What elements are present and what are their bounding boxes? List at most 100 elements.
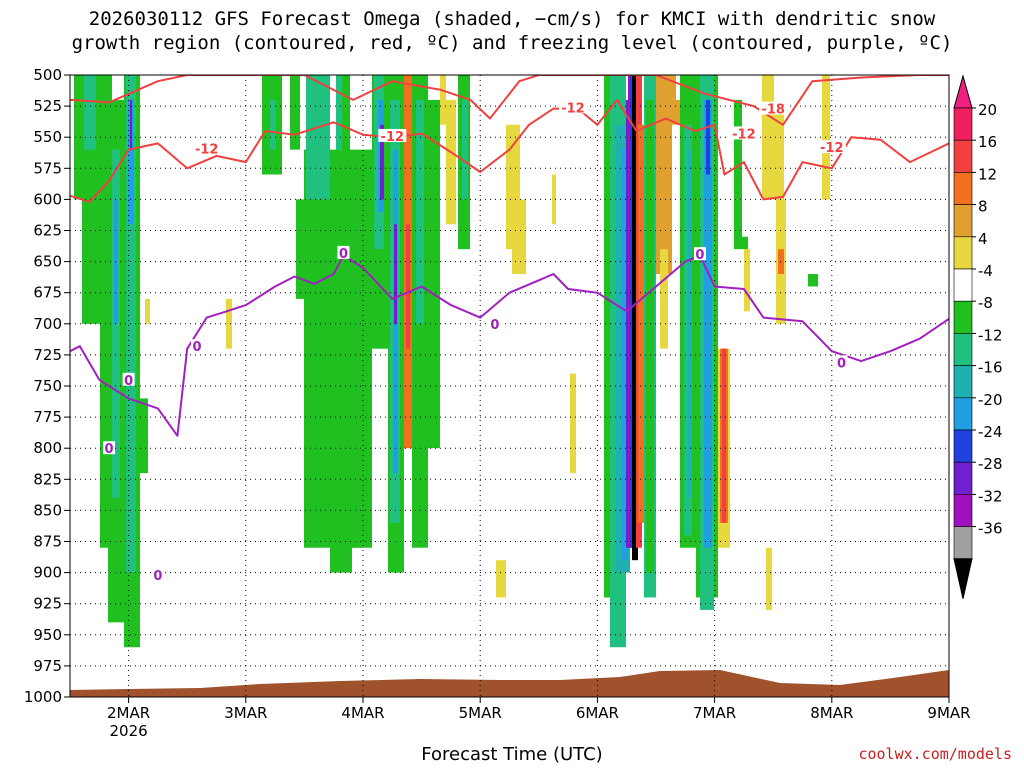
contour-minus12c: [70, 98, 949, 203]
omega-cell: [462, 99, 468, 200]
contour-label-bg: [103, 441, 116, 455]
omega-cell: [84, 75, 96, 150]
colorbar-label: -20: [978, 391, 1003, 409]
x-tick-label: 9MAR: [927, 704, 970, 722]
omega-cell: [632, 75, 638, 561]
omega-cell: [130, 99, 132, 150]
colorbar-top-arrow: [953, 74, 973, 109]
colorbar-label: -16: [978, 359, 1003, 377]
chart-title-line-1: 2026030112 GFS Forecast Omega (shaded, −…: [88, 8, 936, 30]
x-tick-year-label: 2026: [110, 722, 148, 740]
y-tick-label: 875: [33, 533, 62, 551]
contour-freezing-level: [70, 254, 949, 437]
contour-label: 0: [124, 374, 133, 389]
omega-cell: [296, 199, 304, 299]
y-tick-label: 950: [33, 626, 62, 644]
omega-cell: [290, 75, 300, 150]
contour-label-bg: [151, 568, 164, 582]
grid-lines: [70, 75, 949, 697]
x-tick-label: 4MAR: [341, 704, 384, 722]
colorbar-label: 4: [978, 230, 988, 248]
y-tick-label: 575: [33, 159, 62, 177]
y-tick-label: 600: [33, 190, 62, 208]
contour-label-bg: [337, 245, 350, 259]
y-tick-label: 650: [33, 253, 62, 271]
contour-label: -12: [732, 127, 756, 142]
colorbar-swatch: [953, 268, 973, 302]
omega-cell: [770, 112, 784, 200]
colorbar-label: 8: [978, 198, 988, 216]
y-tick-label: 825: [33, 470, 62, 488]
y-tick-label: 900: [33, 564, 62, 582]
omega-cell: [704, 99, 712, 548]
omega-cell: [342, 75, 350, 163]
colorbar-swatch: [953, 365, 973, 399]
omega-cell: [672, 99, 680, 125]
contour-label-bg: [835, 355, 848, 369]
omega-cell: [306, 75, 330, 200]
omega-cell: [778, 249, 784, 275]
omega-cell: [822, 75, 830, 200]
colorbar-swatch: [953, 526, 973, 560]
temperature-contours: -12 -12 -12 -18 -12 -12 0 0 0 0 0 0 0 0: [70, 75, 949, 584]
omega-cell: [570, 373, 576, 474]
contour-label-bg: [378, 128, 407, 142]
omega-cell: [336, 75, 346, 150]
omega-cell: [808, 274, 818, 287]
colorbar-swatch: [953, 300, 973, 334]
omega-cell: [440, 75, 446, 125]
omega-cell: [270, 99, 276, 150]
x-axis-title: Forecast Time (UTC): [421, 744, 603, 765]
colorbar-label: 20: [978, 101, 997, 119]
x-tick-label: 7MAR: [693, 704, 736, 722]
x-tick-label: 3MAR: [224, 704, 267, 722]
y-tick-label: 800: [33, 439, 62, 457]
y-tick-label: 850: [33, 501, 62, 519]
omega-cell: [74, 75, 82, 200]
omega-cell: [722, 348, 726, 523]
omega-cell: [660, 249, 668, 349]
colorbar-swatch: [953, 429, 973, 463]
contour-label: -12: [820, 141, 844, 156]
omega-cell: [734, 99, 742, 200]
colorbar-swatch: [953, 494, 973, 527]
contour-label-bg: [488, 316, 501, 330]
y-axis: 500 525 550 575 600 625 650 675 700 725 750 775 800 8…: [24, 66, 70, 706]
omega-cell: [428, 99, 440, 449]
contour-label-bg: [729, 126, 758, 140]
contour-label: -12: [195, 142, 219, 157]
omega-shading: [74, 75, 830, 648]
colorbar-label: 16: [978, 133, 997, 151]
contour-label-bg: [817, 140, 846, 154]
omega-cell: [706, 99, 710, 175]
y-tick-label: 1000: [24, 688, 62, 706]
contour-label-bg: [558, 100, 587, 114]
contour-label: -12: [381, 130, 405, 145]
colorbar: 20 16 12 8 4 -4 -8 -12 -16 -20 -24 -28 -32 -36: [953, 74, 1003, 599]
y-tick-label: 675: [33, 284, 62, 302]
x-tick-label: 2MAR: [107, 704, 150, 722]
contour-label: 0: [105, 442, 114, 457]
colorbar-swatch: [953, 397, 973, 431]
omega-cell: [646, 99, 654, 573]
x-tick-label: 8MAR: [810, 704, 853, 722]
colorbar-label: -32: [978, 487, 1003, 505]
contour-label: 0: [339, 247, 348, 262]
contour-label: -18: [761, 103, 785, 118]
colorbar-label: 12: [978, 165, 997, 183]
x-tick-label: 6MAR: [576, 704, 619, 722]
colorbar-swatch: [953, 172, 973, 205]
omega-cell: [406, 224, 410, 349]
contour-minus18c: [70, 75, 949, 126]
omega-cell: [416, 99, 424, 324]
y-tick-label: 700: [33, 315, 62, 333]
contour-label: 0: [490, 318, 499, 333]
omega-cell: [446, 99, 456, 225]
omega-cell: [552, 174, 556, 225]
source-credit: coolwx.com/models: [858, 745, 1012, 763]
omega-cell: [744, 249, 750, 312]
y-tick-label: 725: [33, 346, 62, 364]
colorbar-label: -36: [978, 520, 1003, 538]
